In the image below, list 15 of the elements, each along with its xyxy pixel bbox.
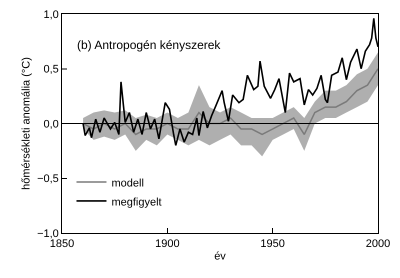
text: (b) Antropogén kényszerek [77, 38, 222, 52]
x-tick-label: 1900 [155, 238, 180, 250]
x-tick-label: 1850 [50, 238, 74, 250]
y-tick-label: −0,5 [37, 173, 59, 186]
legend-label: megfigyelt [111, 196, 162, 208]
line-series [82, 68, 378, 136]
x-tick-label: 2000 [366, 238, 390, 250]
y-tick-label: 1,0 [44, 8, 59, 21]
y-axis-title: hőmérsékleti anomália (°C) [20, 57, 33, 190]
x-axis-title: év [214, 250, 226, 262]
legend-label: modell [111, 177, 144, 190]
x-tick-label: 1950 [260, 238, 285, 250]
y-tick-label: −1,0 [37, 228, 59, 240]
y-tick-label: 0,0 [44, 118, 59, 130]
y-tick-label: 0,5 [44, 64, 59, 76]
